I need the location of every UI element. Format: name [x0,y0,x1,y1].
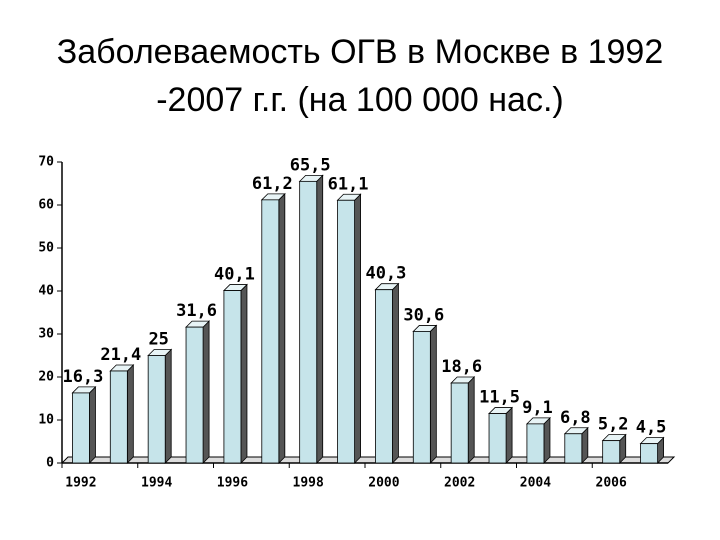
y-tick-label: 70 [38,155,54,170]
bar-side [202,320,210,464]
value-label: 65,5 [290,155,331,175]
value-label: 16,3 [62,367,103,387]
value-label: 61,2 [252,174,293,194]
bar [72,392,90,464]
bar [299,180,318,464]
bar-side [467,376,475,464]
value-label: 61,1 [328,174,369,194]
bar-side [240,283,248,464]
x-tick-label: 1998 [293,476,324,491]
bar [147,355,166,464]
bar-side [429,324,437,464]
bar-side [354,193,361,464]
x-tick-label: 2004 [520,476,551,491]
bar-side [126,364,134,464]
chart-title: Заболеваемость ОГВ в Москве в 1992 -2007… [56,33,664,119]
bar [450,382,469,464]
y-tick-label: 50 [38,241,54,256]
bar-side [543,416,551,464]
value-label: 40,1 [214,265,255,285]
y-tick-label: 40 [38,284,54,299]
value-label: 25 [148,330,168,350]
bar [488,413,507,464]
value-label: 18,6 [441,357,482,377]
x-tick-label: 1994 [141,476,172,491]
y-tick-label: 10 [38,413,54,428]
bar [109,370,128,464]
y-tick-label: 0 [46,456,54,471]
value-label: 21,4 [100,345,141,365]
bar [261,199,280,464]
bar-side [392,282,399,464]
value-label: 5,2 [598,415,629,435]
x-tick-label: 2000 [368,476,399,491]
bar [412,331,431,464]
value-label: 9,1 [522,398,553,418]
bar [375,289,393,464]
x-tick-label: 1992 [65,476,96,491]
x-tick-label: 1996 [217,476,248,491]
bar-side [164,348,172,464]
bar [185,326,204,464]
value-label: 6,8 [560,408,591,428]
value-label: 30,6 [403,305,444,325]
y-tick-label: 60 [38,198,54,213]
bar [640,443,658,464]
x-tick-label: 2006 [596,476,627,491]
y-tick-label: 20 [38,370,54,385]
bar [602,440,621,464]
bar-side [316,174,324,464]
x-tick-label: 2002 [444,476,475,491]
bar [564,433,583,464]
value-label: 4,5 [636,418,667,438]
bar [223,290,242,464]
bar [526,423,545,464]
bar-side [89,385,96,464]
bar [337,199,355,464]
value-label: 31,6 [176,301,217,321]
y-tick-label: 30 [38,327,54,342]
bar-side [505,406,513,464]
bar-side [278,192,286,464]
value-label: 40,3 [365,264,406,284]
value-label: 11,5 [479,388,520,408]
